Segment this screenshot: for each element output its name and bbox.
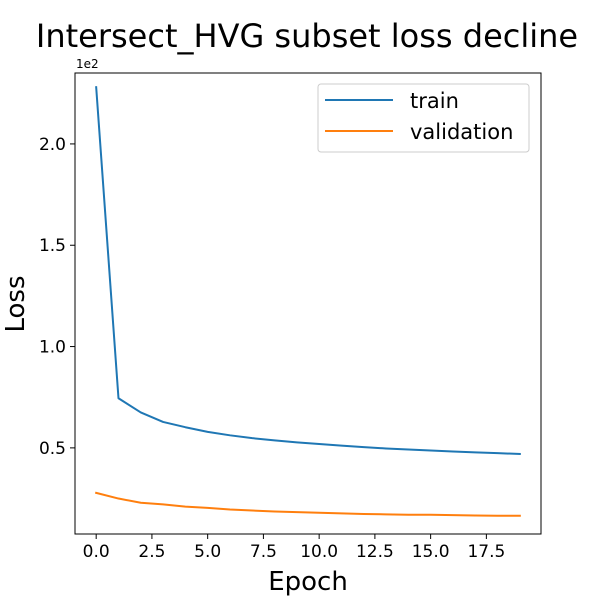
legend-label-validation: validation: [410, 120, 513, 144]
y-tick-label: 2.0: [39, 135, 66, 155]
x-tick-label: 2.5: [138, 542, 165, 562]
series-line-train: [95, 86, 521, 455]
series-line-validation: [94, 491, 521, 517]
y-ticks: 0.5 1.0 1.5 2.0: [39, 135, 75, 459]
x-tick-label: 17.5: [467, 542, 505, 562]
x-axis-label: Epoch: [268, 567, 348, 597]
y-tick-label: 1.5: [39, 236, 66, 256]
x-tick-label: 10.0: [300, 542, 338, 562]
x-tick-label: 7.5: [250, 542, 277, 562]
y-axis-label: Loss: [1, 275, 31, 332]
series-layer: [94, 86, 521, 517]
plot-frame: [74, 72, 542, 535]
y-tick-label: 0.5: [39, 439, 66, 459]
x-tick-label: 12.5: [356, 542, 394, 562]
x-tick-label: 0.0: [83, 542, 110, 562]
chart-title: Intersect_HVG subset loss decline: [36, 17, 578, 55]
y-offset-label: 1e2: [76, 57, 99, 71]
x-tick-label: 5.0: [194, 542, 221, 562]
x-tick-label: 15.0: [412, 542, 450, 562]
legend-label-train: train: [410, 89, 459, 113]
x-ticks: 0.0 2.5 5.0 7.5 10.0 12.5 15.0 17.5: [83, 534, 505, 562]
legend: train validation: [317, 83, 530, 153]
y-tick-label: 1.0: [39, 338, 66, 358]
